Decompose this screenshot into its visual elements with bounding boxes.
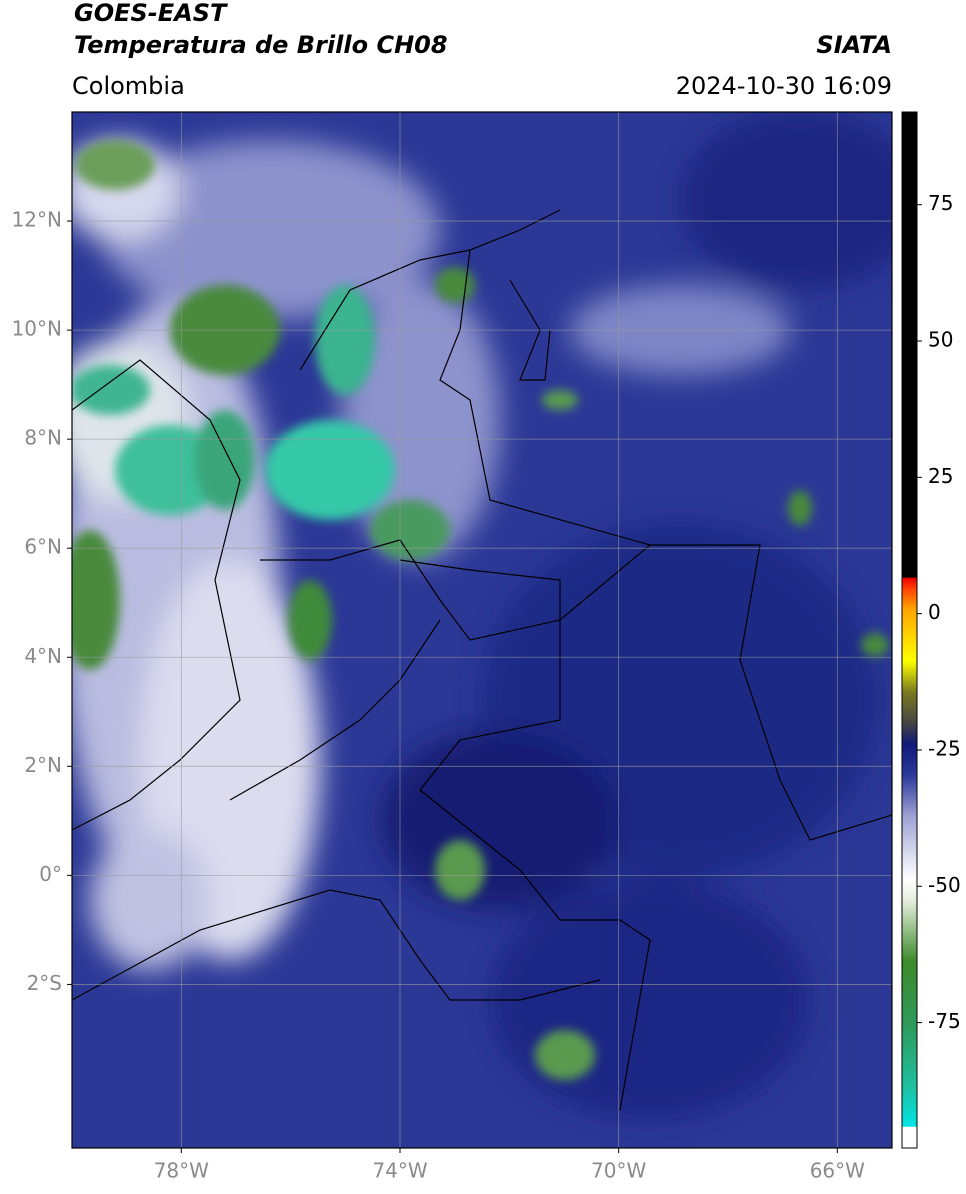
y-tick-label: 8°N bbox=[24, 426, 62, 450]
y-tick-label: 6°N bbox=[24, 535, 62, 559]
y-tick-label: 12°N bbox=[12, 208, 62, 232]
colorbar-tick-label: 25 bbox=[928, 464, 953, 488]
colorbar-tick-label: 50 bbox=[928, 328, 953, 352]
colorbar-tick-label: -25 bbox=[928, 736, 961, 760]
source: SIATA bbox=[816, 31, 892, 59]
x-tick-label: 74°W bbox=[372, 1159, 427, 1183]
y-tick-label: 2°N bbox=[24, 753, 62, 777]
y-tick-label: 4°N bbox=[24, 644, 62, 668]
y-tick-label: 0° bbox=[39, 862, 62, 886]
satellite-image bbox=[72, 112, 892, 1148]
x-tick-label: 78°W bbox=[154, 1159, 209, 1183]
colorbar bbox=[901, 111, 918, 1149]
title: GOES-EAST bbox=[74, 0, 228, 27]
colorbar-tick-label: 0 bbox=[928, 600, 941, 624]
y-tick-label: 10°N bbox=[12, 317, 62, 341]
region: Colombia bbox=[72, 72, 185, 100]
map-frame bbox=[71, 111, 893, 1149]
colorbar-tick-label: -75 bbox=[928, 1009, 961, 1033]
y-tick-label: 2°S bbox=[27, 971, 62, 995]
x-tick-label: 70°W bbox=[591, 1159, 646, 1183]
colorbar-tick-label: -50 bbox=[928, 873, 961, 897]
subtitle: Temperatura de Brillo CH08 bbox=[74, 31, 448, 59]
datetime: 2024-10-30 16:09 bbox=[676, 72, 892, 100]
x-tick-label: 66°W bbox=[810, 1159, 865, 1183]
graticule bbox=[72, 112, 892, 1148]
colorbar-tick-label: 75 bbox=[928, 191, 953, 215]
